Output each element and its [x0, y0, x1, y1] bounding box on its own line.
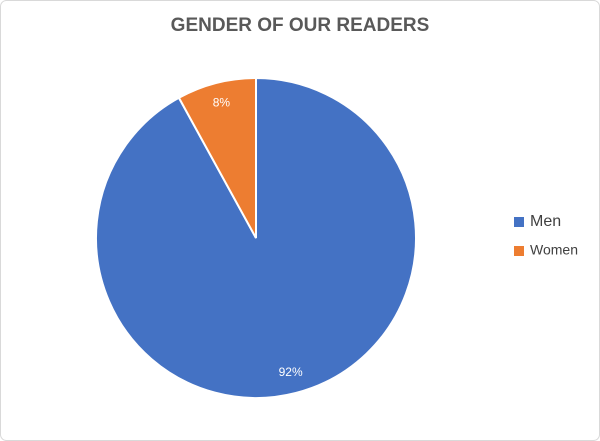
data-label: 92%	[279, 365, 303, 379]
legend-label: Women	[530, 242, 578, 258]
legend-swatch	[514, 217, 524, 227]
legend-swatch	[514, 246, 524, 256]
chart-title: GENDER OF OUR READERS	[171, 15, 430, 36]
data-label: 8%	[213, 95, 231, 109]
pie-slice	[177, 76, 257, 239]
legend-label: Men	[530, 213, 561, 230]
